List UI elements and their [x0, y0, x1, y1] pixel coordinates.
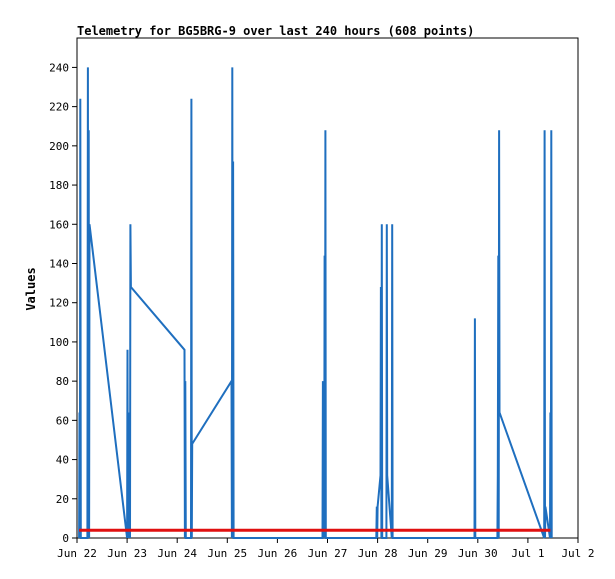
- chart-title: Telemetry for BG5BRG-9 over last 240 hou…: [77, 24, 474, 38]
- plot-area: [76, 37, 579, 539]
- y-tick-label-10: 200: [49, 140, 69, 153]
- x-tick-label-0: Jun 22: [57, 547, 97, 560]
- x-tick-label-2: Jun 24: [157, 547, 197, 560]
- series-layer: [78, 67, 553, 539]
- x-axis: Jun 22 Jun 23 Jun 24 Jun 25 Jun 26 Jun 27 Jun …: [57, 538, 595, 560]
- y-axis: 0 20 40 60 80 100 120 140 160 180 200 220 240: [49, 61, 77, 545]
- y-tick-label-1: 20: [56, 493, 69, 506]
- y-tick-label-2: 40: [56, 454, 69, 467]
- x-tick-label-7: Jun 29: [408, 547, 448, 560]
- y-tick-label-12: 240: [49, 61, 69, 74]
- y-axis-label: Values: [24, 267, 38, 310]
- y-tick-label-5: 100: [49, 336, 69, 349]
- y-tick-label-9: 180: [49, 179, 69, 192]
- y-tick-label-3: 60: [56, 414, 69, 427]
- x-tick-label-1: Jun 23: [107, 547, 147, 560]
- y-tick-label-6: 120: [49, 297, 69, 310]
- x-tick-label-3: Jun 25: [207, 547, 247, 560]
- x-tick-label-8: Jun 30: [458, 547, 498, 560]
- x-tick-label-5: Jun 27: [308, 547, 348, 560]
- y-tick-label-0: 0: [62, 532, 69, 545]
- x-tick-label-6: Jun 28: [358, 547, 398, 560]
- y-tick-label-8: 160: [49, 218, 69, 231]
- y-tick-label-11: 220: [49, 101, 69, 114]
- y-tick-label-7: 140: [49, 257, 69, 270]
- x-tick-label-10: Jul 2: [561, 547, 594, 560]
- x-tick-label-9: Jul 1: [511, 547, 544, 560]
- x-tick-label-4: Jun 26: [258, 547, 298, 560]
- y-tick-label-4: 80: [56, 375, 69, 388]
- series-line-0: [78, 67, 553, 539]
